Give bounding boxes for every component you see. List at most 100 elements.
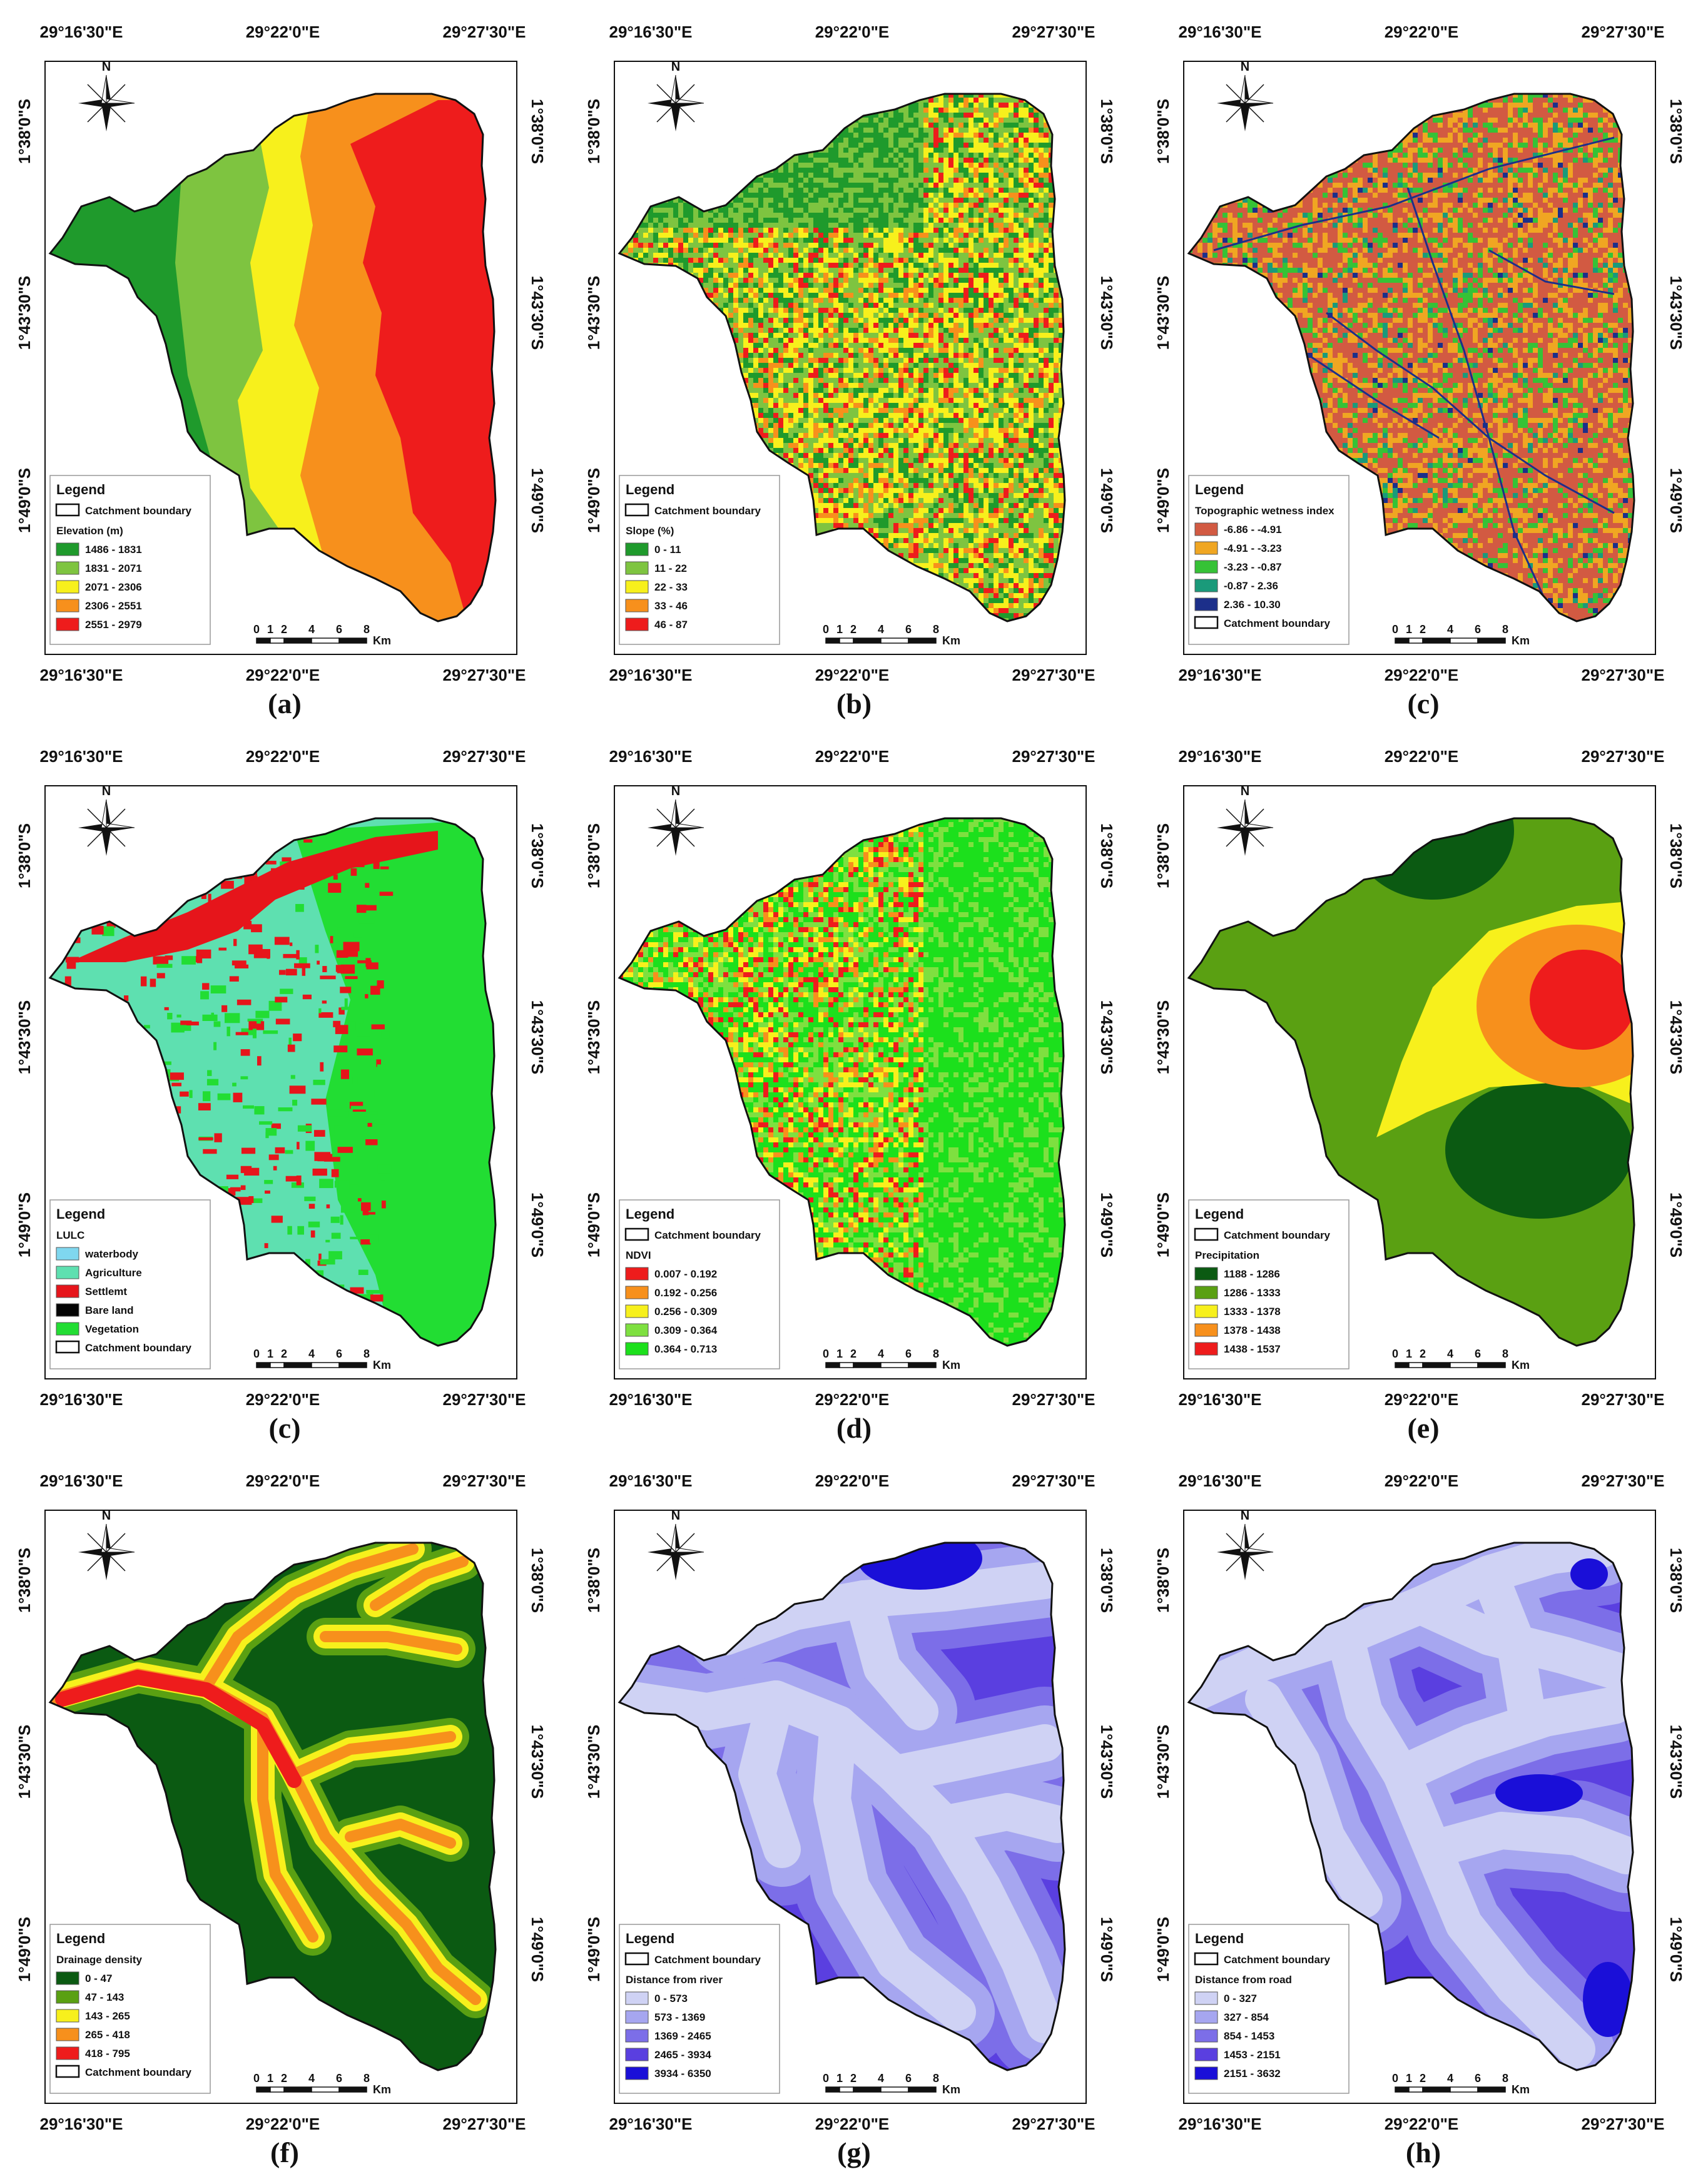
scale-bar-tick-label: 2 bbox=[281, 1348, 287, 1360]
north-arrow-icon: N bbox=[648, 60, 704, 131]
legend-swatch bbox=[625, 1323, 649, 1337]
scale-bar-tick-label: 8 bbox=[363, 2072, 370, 2085]
bottom-axis-tick-label: 29°22'0"E bbox=[246, 666, 320, 684]
bottom-axis-tick-label: 29°16'30"E bbox=[609, 1390, 692, 1409]
top-axis-tick-label: 29°22'0"E bbox=[1385, 23, 1459, 41]
legend-class-label: 1333 - 1378 bbox=[1224, 1306, 1281, 1318]
legend-swatch bbox=[625, 599, 649, 612]
right-axis-tick-label: 1°43'30"S bbox=[528, 276, 547, 350]
north-arrow-icon: N bbox=[1217, 1509, 1274, 1580]
legend-class-label: -0.87 - 2.36 bbox=[1224, 580, 1278, 592]
right-axis-tick-label: 1°38'0"S bbox=[1097, 99, 1116, 164]
scale-bar-tick-label: 1 bbox=[1406, 623, 1412, 636]
left-axis-tick-label: 1°49'0"S bbox=[584, 1917, 603, 1982]
legend-class-label: 1831 - 2071 bbox=[85, 562, 142, 574]
bottom-axis-tick-label: 29°27'30"E bbox=[1581, 2115, 1664, 2133]
map-canvas: 29°16'30"E 29°22'0"E 29°27'30"E 29°16'30"E 2… bbox=[584, 747, 1116, 1409]
bottom-axis-tick-label: 29°27'30"E bbox=[1581, 1390, 1664, 1409]
catchment-boundary bbox=[48, 93, 497, 622]
bottom-axis-tick-label: 29°27'30"E bbox=[1012, 2115, 1095, 2133]
scale-bar: 0 1 2 4 6 8Km bbox=[823, 623, 960, 647]
scale-bar-unit: Km bbox=[942, 1359, 960, 1371]
right-axis-tick-label: 1°38'0"S bbox=[528, 823, 547, 888]
scale-bar-tick-label: 4 bbox=[308, 623, 315, 636]
legend-class-label: 3934 - 6350 bbox=[654, 2068, 711, 2080]
right-axis-tick-label: 1°38'0"S bbox=[528, 1548, 547, 1613]
bottom-axis-tick-label: 29°16'30"E bbox=[1178, 1390, 1261, 1409]
right-axis-tick-label: 1°49'0"S bbox=[1667, 1192, 1685, 1257]
legend-class-label: waterbody bbox=[84, 1248, 139, 1260]
scale-bar-tick-label: 0 bbox=[1392, 2072, 1398, 2085]
left-axis-tick-label: 1°38'0"S bbox=[584, 1548, 603, 1613]
scale-bar: 0 1 2 4 6 8Km bbox=[823, 1348, 960, 1371]
legend-class-label: 1188 - 1286 bbox=[1224, 1268, 1280, 1280]
scale-bar-tick-label: 6 bbox=[1475, 1348, 1481, 1360]
legend-swatch bbox=[56, 2009, 79, 2023]
bottom-axis-tick-label: 29°27'30"E bbox=[1012, 666, 1095, 684]
top-axis-tick-label: 29°16'30"E bbox=[609, 747, 692, 766]
left-axis-tick-label: 1°38'0"S bbox=[584, 823, 603, 888]
north-arrow-icon: N bbox=[78, 1509, 135, 1580]
legend-swatch bbox=[625, 1304, 649, 1318]
legend-subtitle: Precipitation bbox=[1195, 1249, 1259, 1261]
legend-class-label: 0 - 573 bbox=[654, 1993, 688, 2004]
legend-swatch bbox=[1194, 597, 1218, 611]
left-axis-tick-label: 1°49'0"S bbox=[15, 1192, 34, 1257]
scale-bar-tick-label: 8 bbox=[933, 1348, 939, 1360]
top-axis-tick-label: 29°22'0"E bbox=[815, 1471, 890, 1490]
north-arrow-icon: N bbox=[648, 785, 704, 856]
catchment-boundary bbox=[618, 817, 1066, 1347]
legend-class-label: 573 - 1369 bbox=[654, 2011, 705, 2023]
legend-class-label: 0 - 327 bbox=[1224, 1993, 1257, 2004]
top-axis-tick-label: 29°27'30"E bbox=[442, 1471, 526, 1490]
top-axis-tick-label: 29°27'30"E bbox=[1581, 23, 1664, 41]
top-axis-tick-label: 29°22'0"E bbox=[246, 1471, 320, 1490]
legend-catchment-boundary-label: Catchment boundary bbox=[654, 1954, 761, 1966]
scale-bar-tick-label: 8 bbox=[1502, 623, 1508, 636]
north-arrow-icon: N bbox=[1217, 785, 1274, 856]
legend-class-label: 0 - 47 bbox=[85, 1973, 112, 1984]
scale-bar-tick-label: 4 bbox=[308, 2072, 315, 2085]
scale-bar-unit: Km bbox=[1512, 1359, 1530, 1371]
left-axis-tick-label: 1°38'0"S bbox=[15, 1548, 34, 1613]
scale-bar-tick-label: 6 bbox=[905, 623, 912, 636]
legend-class-label: 0.364 - 0.713 bbox=[654, 1343, 717, 1355]
bottom-axis-tick-label: 29°22'0"E bbox=[1385, 666, 1459, 684]
scale-bar-tick-label: 4 bbox=[878, 1348, 884, 1360]
legend-swatch bbox=[1194, 2066, 1218, 2080]
legend-class-label: 2151 - 3632 bbox=[1224, 2068, 1281, 2080]
legend-class-label: Agriculture bbox=[85, 1267, 142, 1279]
left-axis-tick-label: 1°49'0"S bbox=[584, 468, 603, 533]
left-axis-tick-label: 1°49'0"S bbox=[15, 1917, 34, 1982]
scale-bar-tick-label: 2 bbox=[1420, 2072, 1426, 2085]
scale-bar: 0 1 2 4 6 8Km bbox=[1392, 2072, 1530, 2096]
legend-swatch bbox=[625, 2010, 649, 2024]
left-axis-tick-label: 1°38'0"S bbox=[15, 99, 34, 164]
top-axis-tick-label: 29°16'30"E bbox=[39, 747, 123, 766]
legend-swatch bbox=[1194, 2048, 1218, 2061]
legend-class-label: 854 - 1453 bbox=[1224, 2030, 1274, 2042]
legend-catchment-boundary-label: Catchment boundary bbox=[85, 2066, 192, 2078]
legend-swatch bbox=[625, 2066, 649, 2080]
left-axis-tick-label: 1°43'30"S bbox=[1154, 276, 1172, 350]
bottom-axis-tick-label: 29°22'0"E bbox=[815, 1390, 890, 1409]
scale-bar-tick-label: 6 bbox=[336, 2072, 342, 2085]
left-axis-tick-label: 1°38'0"S bbox=[1154, 99, 1172, 164]
scale-bar-unit: Km bbox=[373, 634, 391, 647]
legend-catchment-boundary-label: Catchment boundary bbox=[1224, 1954, 1331, 1966]
legend-class-label: Bare land bbox=[85, 1304, 133, 1316]
right-axis-tick-label: 1°43'30"S bbox=[1097, 1000, 1116, 1075]
bottom-axis-tick-label: 29°22'0"E bbox=[815, 2115, 890, 2133]
legend-catchment-boundary-label: Catchment boundary bbox=[85, 1342, 192, 1354]
legend-catchment-boundary-label: Catchment boundary bbox=[654, 1229, 761, 1241]
scale-bar-tick-label: 8 bbox=[1502, 2072, 1508, 2085]
scale-bar-tick-label: 0 bbox=[1392, 623, 1398, 636]
legend-swatch bbox=[625, 561, 649, 575]
right-axis-tick-label: 1°38'0"S bbox=[1097, 823, 1116, 888]
bottom-axis-tick-label: 29°27'30"E bbox=[442, 1390, 526, 1409]
scale-bar-tick-label: 6 bbox=[905, 2072, 912, 2085]
map-panel-twi: 29°16'30"E 29°22'0"E 29°27'30"E 29°16'30"E 2… bbox=[1139, 0, 1708, 724]
map-legend: Legend Catchment boundary Precipitation 118… bbox=[1188, 1199, 1350, 1369]
scale-bar-tick-label: 0 bbox=[823, 623, 829, 636]
